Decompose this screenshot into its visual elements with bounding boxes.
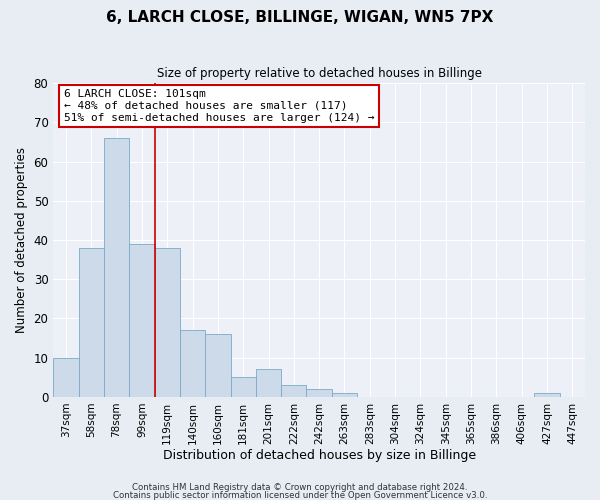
Bar (155, 248, 180, 397)
Text: Contains public sector information licensed under the Open Government Licence v3: Contains public sector information licen… (113, 490, 487, 500)
Bar (104, 138, 129, 397)
Bar (205, 334, 230, 397)
Bar (79, 248, 104, 397)
Text: 6, LARCH CLOSE, BILLINGE, WIGAN, WN5 7PX: 6, LARCH CLOSE, BILLINGE, WIGAN, WN5 7PX (106, 10, 494, 25)
Bar (281, 385, 307, 397)
Bar (129, 244, 155, 397)
Text: Contains HM Land Registry data © Crown copyright and database right 2024.: Contains HM Land Registry data © Crown c… (132, 484, 468, 492)
Y-axis label: Number of detached properties: Number of detached properties (15, 147, 28, 333)
Bar (332, 393, 357, 397)
Title: Size of property relative to detached houses in Billinge: Size of property relative to detached ho… (157, 68, 482, 80)
Text: 6 LARCH CLOSE: 101sqm
← 48% of detached houses are smaller (117)
51% of semi-det: 6 LARCH CLOSE: 101sqm ← 48% of detached … (64, 90, 374, 122)
Bar (53, 358, 79, 397)
Bar (230, 378, 256, 397)
Bar (307, 389, 332, 397)
X-axis label: Distribution of detached houses by size in Billinge: Distribution of detached houses by size … (163, 450, 476, 462)
Bar (180, 330, 205, 397)
Bar (535, 393, 560, 397)
Bar (256, 370, 281, 397)
